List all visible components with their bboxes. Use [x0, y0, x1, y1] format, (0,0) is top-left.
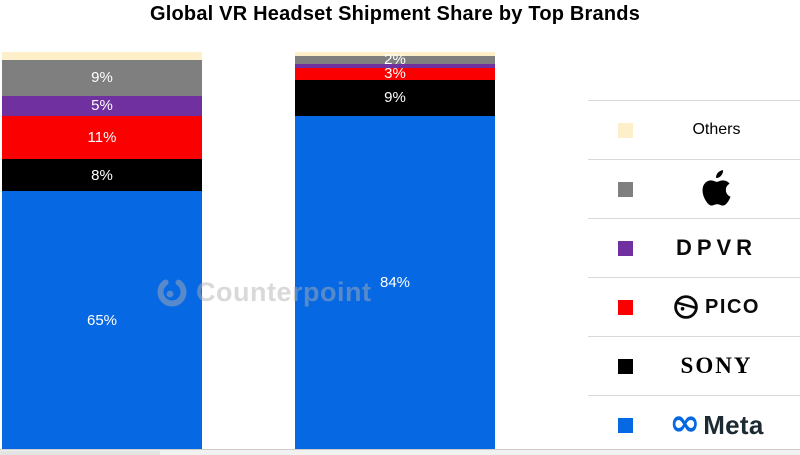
chart-title: Global VR Headset Shipment Share by Top … [149, 3, 641, 25]
segment-others [295, 52, 495, 56]
legend-swatch-others [618, 122, 633, 138]
legend-logo-cell: DPVR [633, 235, 800, 261]
legend-item-apple [588, 159, 800, 218]
segment-meta: 65% [2, 191, 202, 450]
segment-value-label: 8% [91, 166, 113, 184]
horizontal-scrollbar[interactable] [0, 449, 800, 455]
sony-wordmark: SONY [680, 353, 753, 378]
segment-value-label: 11% [87, 129, 117, 147]
segment-value-label: 9% [384, 89, 406, 107]
segment-meta: 84% [295, 115, 495, 450]
segment-value-label: 2% [384, 51, 406, 69]
segment-apple: 2% [295, 52, 495, 67]
segment-value-label: 9% [91, 69, 113, 87]
legend-swatch-dpvr [618, 240, 633, 256]
legend: Others DPVR PICO SONY ∞ Meta [588, 100, 800, 455]
apple-logo-icon [702, 170, 731, 206]
legend-logo-cell: Others [633, 121, 800, 139]
meta-label-text: Meta [703, 409, 764, 440]
legend-logo-cell: SONY [633, 353, 800, 379]
segment-sony: 9% [295, 79, 495, 116]
segment-apple: 9% [2, 59, 202, 96]
segment-value-label: 84% [379, 274, 411, 292]
legend-item-others: Others [588, 100, 800, 159]
legend-logo-cell: ∞ Meta [633, 401, 800, 444]
legend-item-meta: ∞ Meta [588, 395, 800, 455]
legend-item-pico: PICO [588, 277, 800, 336]
segment-value-label: 65% [86, 312, 118, 330]
segment-value-label: 3% [384, 65, 406, 83]
segment-value-label: 5% [91, 97, 113, 115]
pico-wordmark: PICO [673, 294, 760, 320]
segment-pico: 3% [295, 65, 495, 83]
pico-label-text: PICO [705, 295, 760, 318]
legend-label-others: Others [692, 121, 741, 138]
stacked-bar-left: 9% 5% 11% 8% 65% [2, 52, 202, 450]
legend-swatch-sony [618, 358, 633, 374]
legend-item-dpvr: DPVR [588, 218, 800, 277]
segment-pico: 11% [2, 115, 202, 160]
meta-wordmark: ∞ Meta [669, 401, 764, 444]
legend-logo-cell [633, 170, 800, 208]
dpvr-wordmark: DPVR [675, 235, 758, 260]
scrollbar-thumb[interactable] [0, 451, 160, 455]
legend-swatch-apple [618, 181, 633, 197]
legend-swatch-pico [618, 299, 633, 315]
legend-swatch-meta [618, 417, 633, 433]
segment-dpvr: 5% [2, 95, 202, 116]
legend-logo-cell: PICO [633, 294, 800, 320]
segment-dpvr [295, 63, 495, 68]
segment-sony: 8% [2, 159, 202, 192]
legend-item-sony: SONY [588, 336, 800, 395]
pico-logo-icon [674, 295, 698, 319]
segment-others [2, 52, 202, 60]
stacked-bar-right: 2% 3% 9% 84% [295, 52, 495, 450]
